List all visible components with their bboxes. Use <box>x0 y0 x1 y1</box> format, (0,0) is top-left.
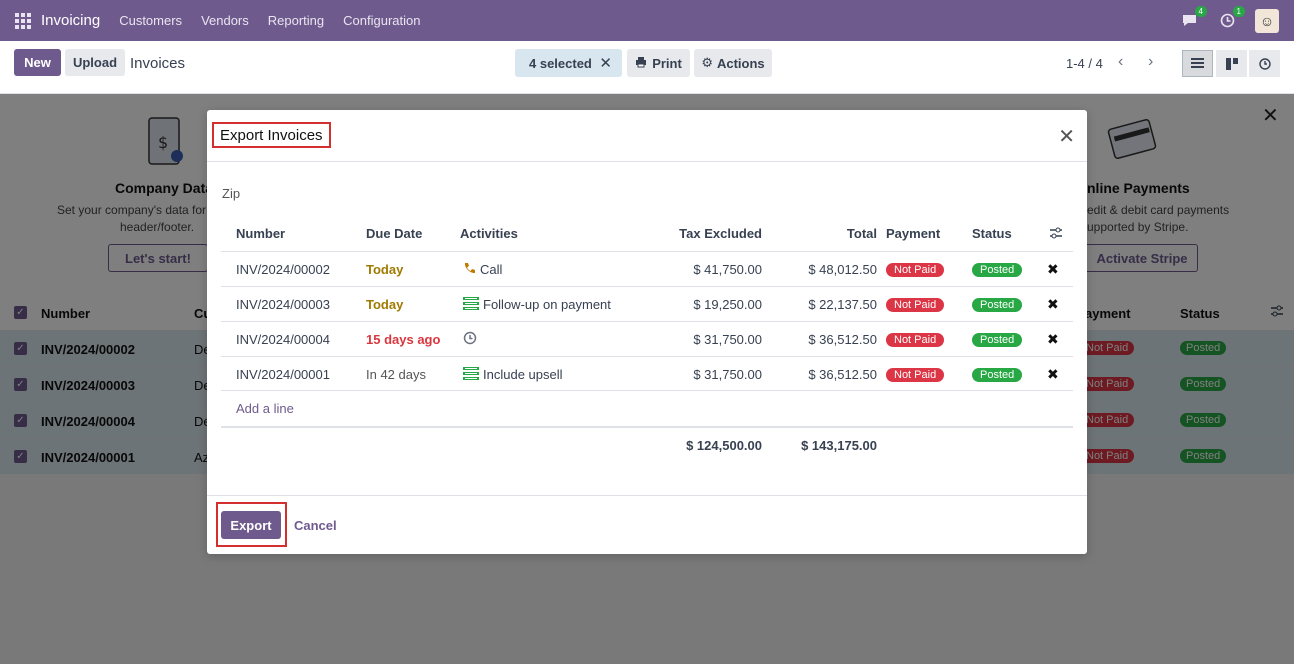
print-icon <box>635 56 647 71</box>
modal-title: Export Invoices <box>212 122 331 148</box>
remove-row-icon[interactable]: ✖ <box>1047 366 1059 382</box>
clock-icon <box>463 331 477 348</box>
row-due-date: Today <box>366 262 404 277</box>
nav-customers[interactable]: Customers <box>119 13 183 28</box>
optional-columns-icon[interactable] <box>1049 215 1063 251</box>
invoice-status-badge: Posted <box>972 332 1023 347</box>
payment-status-badge: Not Paid <box>886 367 945 382</box>
new-button[interactable]: New <box>14 49 61 76</box>
activity-count-badge: 1 <box>1232 5 1245 17</box>
payment-status-badge: Not Paid <box>886 297 945 312</box>
pager-next-icon[interactable]: › <box>1148 53 1154 70</box>
chat-icon[interactable]: 4 <box>1179 5 1207 31</box>
table-row[interactable]: INV/2024/00001 In 42 days Include upsell… <box>221 356 1073 391</box>
chat-count-badge: 4 <box>1194 5 1207 17</box>
row-total: $ 36,512.50 <box>808 367 877 382</box>
row-total: $ 36,512.50 <box>808 332 877 347</box>
remove-row-icon[interactable]: ✖ <box>1047 261 1059 277</box>
row-activity[interactable] <box>463 322 481 357</box>
print-button[interactable]: Print <box>627 49 690 77</box>
remove-row-icon[interactable]: ✖ <box>1047 331 1059 347</box>
totals-row: $ 124,500.00 $ 143,175.00 <box>221 426 1073 462</box>
app-brand[interactable]: Invoicing <box>41 12 101 29</box>
selection-badge: 4 selected ✕ <box>515 49 622 77</box>
print-label: Print <box>652 55 682 71</box>
row-due-date: Today <box>366 297 404 312</box>
selected-count-label: 4 selected <box>529 55 592 71</box>
todo-icon <box>463 296 479 313</box>
export-button[interactable]: Export <box>221 511 281 539</box>
gear-icon: ⚙ <box>701 55 713 70</box>
row-activity[interactable]: Include upsell <box>463 357 563 392</box>
payment-status-badge: Not Paid <box>886 332 945 347</box>
upload-button[interactable]: Upload <box>65 49 125 76</box>
list-view-icon[interactable] <box>1182 50 1213 77</box>
actions-button[interactable]: ⚙ Actions <box>694 49 772 77</box>
zip-label: Zip <box>222 186 241 201</box>
row-due-date: In 42 days <box>366 367 426 382</box>
modal-footer: Export Cancel <box>207 495 1087 554</box>
modal-header: Export Invoices ✕ <box>207 110 1087 162</box>
export-invoices-dialog: Export Invoices ✕ Zip Number Due Date Ac… <box>207 110 1087 554</box>
kanban-view-icon[interactable] <box>1216 50 1247 77</box>
control-panel: New Upload Invoices 4 selected ✕ Print ⚙… <box>0 41 1294 94</box>
pager-previous-icon[interactable]: ‹ <box>1118 53 1124 70</box>
col-total[interactable]: Total <box>846 225 877 241</box>
remove-row-icon[interactable]: ✖ <box>1047 296 1059 312</box>
nav-configuration[interactable]: Configuration <box>343 13 421 28</box>
cancel-button[interactable]: Cancel <box>294 518 337 533</box>
row-due-date: 15 days ago <box>366 332 441 347</box>
row-tax-excluded: $ 31,750.00 <box>693 367 762 382</box>
row-number: INV/2024/00003 <box>236 297 330 312</box>
close-icon[interactable]: ✕ <box>1058 126 1075 148</box>
user-avatar[interactable]: ☺ <box>1255 8 1279 33</box>
clear-selection-icon[interactable]: ✕ <box>599 55 612 72</box>
row-activity[interactable]: Call <box>463 252 502 287</box>
payment-status-badge: Not Paid <box>886 262 945 277</box>
total-total: $ 143,175.00 <box>801 438 877 453</box>
pager-value[interactable]: 1-4 / 4 <box>1066 56 1103 71</box>
col-number[interactable]: Number <box>236 225 286 241</box>
nav-reporting[interactable]: Reporting <box>267 13 325 28</box>
todo-icon <box>463 366 479 383</box>
col-payment[interactable]: Payment <box>886 225 941 241</box>
activity-label: Include upsell <box>483 367 563 382</box>
activity-label: Call <box>480 262 503 277</box>
breadcrumb-title: Invoices <box>130 55 186 72</box>
row-total: $ 22,137.50 <box>808 297 877 312</box>
row-tax-excluded: $ 19,250.00 <box>693 297 762 312</box>
top-navbar: Invoicing Customers Vendors Reporting Co… <box>0 0 1294 41</box>
row-number: INV/2024/00001 <box>236 367 330 382</box>
table-row[interactable]: INV/2024/00003 Today Follow-up on paymen… <box>221 286 1073 321</box>
col-tax-excluded[interactable]: Tax Excluded <box>679 225 762 241</box>
table-row[interactable]: INV/2024/00002 Today Call $ 41,750.00 $ … <box>221 251 1073 286</box>
apps-menu-icon[interactable] <box>15 12 31 29</box>
phone-icon <box>463 262 476 278</box>
actions-label: Actions <box>716 55 765 71</box>
invoice-status-badge: Posted <box>972 297 1023 312</box>
row-number: INV/2024/00004 <box>236 332 330 347</box>
row-tax-excluded: $ 31,750.00 <box>693 332 762 347</box>
invoice-status-badge: Posted <box>972 262 1023 277</box>
nav-vendors[interactable]: Vendors <box>201 13 249 28</box>
table-row[interactable]: INV/2024/00004 15 days ago $ 31,750.00 $… <box>221 321 1073 356</box>
invoice-status-badge: Posted <box>972 367 1023 382</box>
col-due-date[interactable]: Due Date <box>366 225 423 241</box>
row-number: INV/2024/00002 <box>236 262 330 277</box>
row-tax-excluded: $ 41,750.00 <box>693 262 762 277</box>
activity-clock-icon[interactable]: 1 <box>1217 5 1245 31</box>
export-button-highlight: Export <box>216 502 287 547</box>
dismiss-onboarding-close-icon[interactable]: ✕ <box>1262 105 1279 127</box>
activity-view-icon[interactable] <box>1249 50 1280 77</box>
row-activity[interactable]: Follow-up on payment <box>463 287 611 322</box>
activity-label: Follow-up on payment <box>483 297 611 312</box>
col-activities[interactable]: Activities <box>460 225 518 241</box>
total-tax-excluded: $ 124,500.00 <box>686 438 762 453</box>
add-a-line-link[interactable]: Add a line <box>236 401 294 416</box>
col-status[interactable]: Status <box>972 225 1012 241</box>
row-total: $ 48,012.50 <box>808 262 877 277</box>
